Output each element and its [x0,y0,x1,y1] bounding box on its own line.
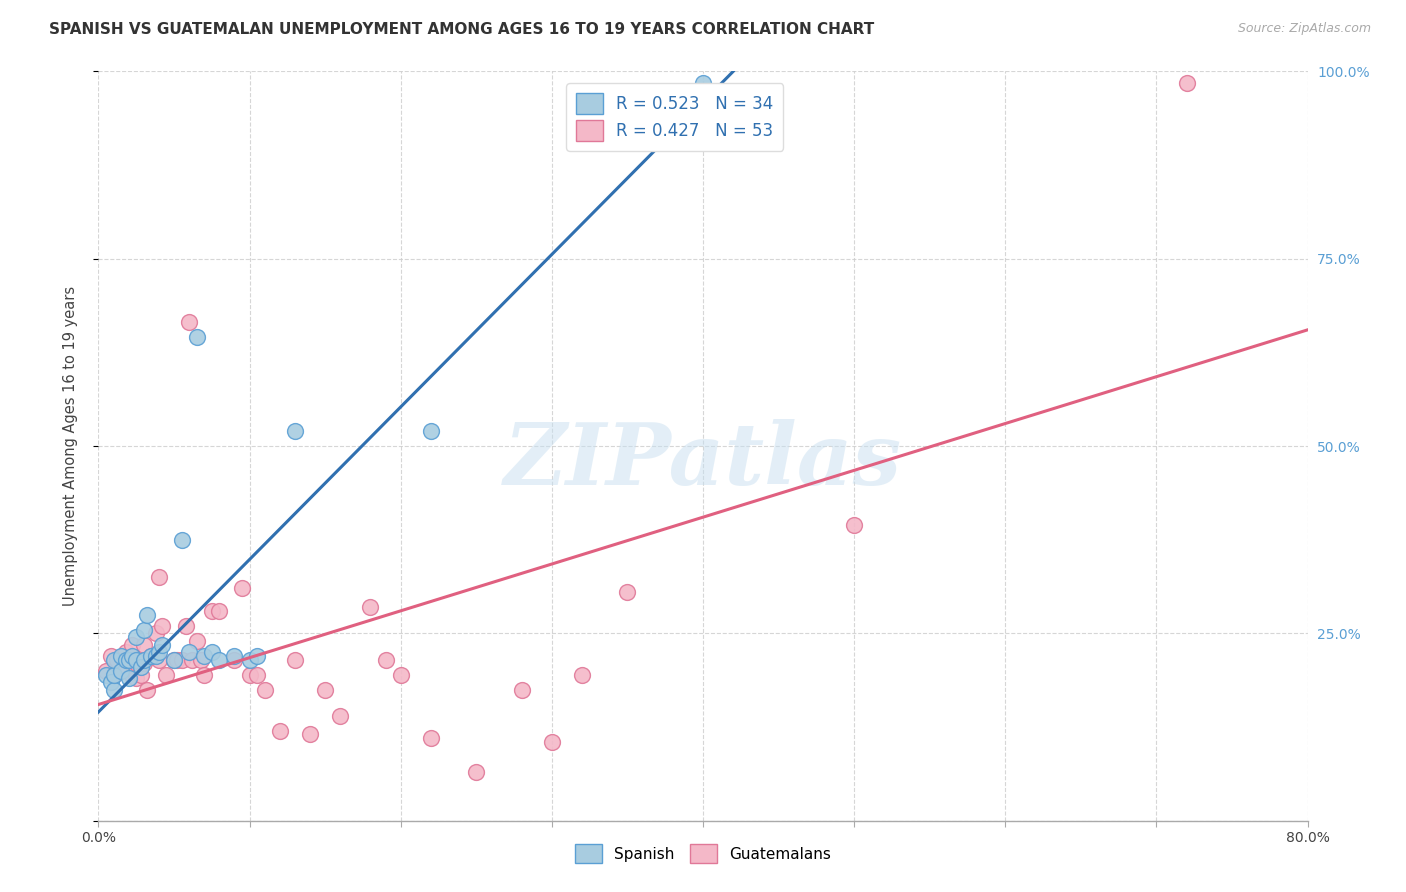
Point [145,648,167,663]
Point [141,648,163,663]
Point [186,633,208,648]
Point [201,645,224,659]
Point [246,648,269,663]
Point [540,735,562,749]
Point [129,667,152,681]
Point [148,652,170,666]
Point [174,619,197,633]
Point [110,664,132,678]
Point [105,652,128,666]
Point [121,667,143,681]
Point [420,424,443,438]
Point [208,604,231,618]
Point [114,652,136,666]
Text: ZIPatlas: ZIPatlas [503,419,903,503]
Point [284,652,307,666]
Point [135,607,157,622]
Point [166,652,188,666]
Point [94,667,117,681]
Point [692,76,714,90]
Point [121,638,143,652]
Point [239,667,262,681]
Text: Source: ZipAtlas.com: Source: ZipAtlas.com [1237,22,1371,36]
Point [103,652,125,666]
Point [844,517,866,532]
Point [193,648,215,663]
Point [329,708,352,723]
Point [179,645,201,659]
Point [186,330,208,344]
Point [224,648,246,663]
Point [314,682,336,697]
Legend: Spanish, Guatemalans: Spanish, Guatemalans [568,838,838,869]
Point [129,660,152,674]
Point [132,657,155,671]
Point [239,652,262,666]
Point [110,648,132,663]
Point [132,652,155,666]
Point [181,652,204,666]
Point [125,657,148,671]
Point [224,652,246,666]
Point [100,675,122,690]
Point [163,652,186,666]
Point [132,638,155,652]
Point [103,667,125,681]
Point [125,671,148,685]
Point [170,533,193,547]
Point [231,582,253,596]
Point [118,652,141,666]
Point [155,667,177,681]
Point [118,652,141,666]
Point [150,619,173,633]
Point [100,648,122,663]
Point [148,570,170,584]
Point [465,764,488,779]
Point [148,645,170,659]
Point [1175,76,1198,90]
Point [132,623,155,637]
Point [163,652,186,666]
Point [190,652,212,666]
Point [201,604,224,618]
Point [269,723,291,738]
Point [246,667,269,681]
Point [616,585,638,599]
Point [253,682,276,697]
Y-axis label: Unemployment Among Ages 16 to 19 years: Unemployment Among Ages 16 to 19 years [63,286,77,606]
Point [110,664,132,678]
Point [360,600,382,615]
Point [150,638,173,652]
Point [374,652,396,666]
Point [103,667,125,681]
Point [125,630,148,644]
Point [179,315,201,329]
Point [208,652,231,666]
Point [193,667,215,681]
Point [389,667,412,681]
Point [118,671,141,685]
Point [141,648,163,663]
Point [571,667,593,681]
Point [135,682,157,697]
Text: SPANISH VS GUATEMALAN UNEMPLOYMENT AMONG AGES 16 TO 19 YEARS CORRELATION CHART: SPANISH VS GUATEMALAN UNEMPLOYMENT AMONG… [49,22,875,37]
Point [170,652,193,666]
Point [94,664,117,678]
Point [114,645,136,659]
Point [510,682,533,697]
Point [125,652,148,666]
Point [299,727,322,741]
Point [103,682,125,697]
Point [145,626,167,640]
Point [121,648,143,663]
Point [284,424,307,438]
Point [420,731,443,746]
